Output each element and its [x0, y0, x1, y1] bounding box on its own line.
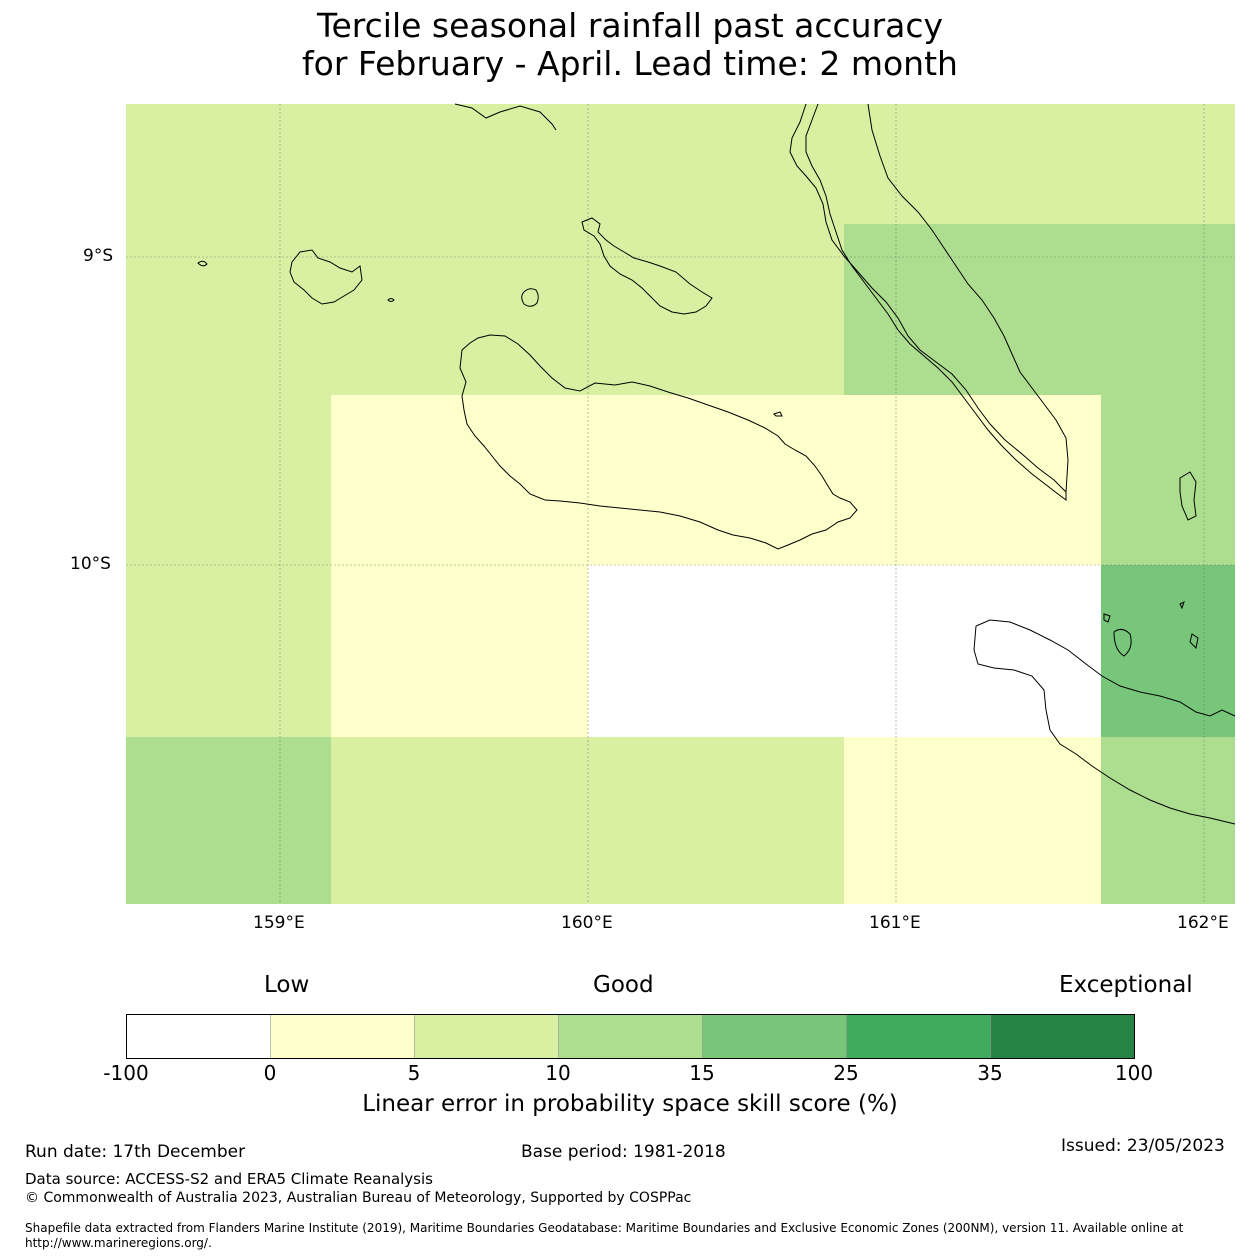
colorbar-tick: 100 [1114, 1061, 1154, 1085]
small-island-coastline [773, 411, 783, 417]
colorbar-swatch [414, 1014, 559, 1059]
lat-label-10s: 10°S [70, 554, 111, 574]
grid-cell [1101, 737, 1235, 904]
colorbar-tick: 25 [833, 1061, 859, 1085]
colorbar-tick: -100 [103, 1061, 149, 1085]
colorbar-swatch [126, 1014, 271, 1059]
map-title-line1: Tercile seasonal rainfall past accuracy [316, 6, 944, 45]
map-title-line2: for February - April. Lead time: 2 month [302, 44, 958, 83]
new-georgia-coastline [454, 103, 557, 131]
copyright: © Commonwealth of Australia 2023, Austra… [25, 1190, 692, 1206]
florida-islands-coastline [289, 249, 363, 305]
run-date: Run date: 17th December [25, 1142, 246, 1162]
ulawa-island-coastline [1179, 471, 1197, 521]
lat-label-9s: 9°S [83, 246, 114, 266]
base-period: Base period: 1981-2018 [521, 1142, 726, 1162]
lon-label-161e: 161°E [869, 913, 921, 933]
small-island-coastline [1113, 628, 1132, 657]
colorbar-tick: 0 [263, 1061, 277, 1085]
colorbar-category-good: Good [593, 972, 654, 998]
colorbar [126, 1014, 1135, 1059]
colorbar-category-exceptional: Exceptional [1059, 972, 1193, 998]
colorbar-swatch [990, 1014, 1135, 1059]
grid-cell [126, 224, 845, 396]
grid-cell [126, 104, 1235, 225]
colorbar-tick: 5 [407, 1061, 421, 1085]
colorbar-swatch [270, 1014, 415, 1059]
colorbar-label: Linear error in probability space skill … [362, 1091, 898, 1117]
colorbar-tick: 10 [545, 1061, 571, 1085]
skill-grid [126, 104, 1235, 904]
grid-cell [331, 565, 589, 738]
grid-cell [126, 737, 332, 904]
grid-cell [126, 395, 332, 738]
colorbar-tick: 35 [977, 1061, 1003, 1085]
small-island-coastline [1189, 633, 1199, 650]
lon-label-160e: 160°E [561, 913, 613, 933]
lon-label-162e: 162°E [1177, 913, 1229, 933]
small-island-coastline [1179, 601, 1185, 610]
small-island-coastline [1103, 613, 1111, 623]
colorbar-swatch [558, 1014, 703, 1059]
lon-label-159e: 159°E [253, 913, 305, 933]
makira-coastline [973, 619, 1236, 825]
data-source: Data source: ACCESS-S2 and ERA5 Climate … [25, 1170, 433, 1188]
rainfall-accuracy-map [126, 103, 1236, 904]
colorbar-swatch [846, 1014, 991, 1059]
small-island-coastline [197, 260, 208, 267]
malaita-north-coastline [867, 103, 1069, 493]
colorbar-swatch [702, 1014, 847, 1059]
grid-cell [331, 395, 1102, 566]
colorbar-tick: 15 [689, 1061, 715, 1085]
colorbar-frame [126, 1014, 1135, 1059]
grid-cell [844, 737, 1102, 904]
grid-cell [588, 565, 1102, 738]
shapefile-credit-line1: Shapefile data extracted from Flanders M… [25, 1221, 1184, 1235]
colorbar-category-low: Low [264, 972, 310, 998]
issued-date: Issued: 23/05/2023 [1061, 1136, 1225, 1156]
grid-cell [1101, 565, 1235, 738]
shapefile-credit-line2: http://www.marineregions.org/. [25, 1236, 212, 1250]
grid-cell [1101, 395, 1235, 566]
coastlines [197, 103, 1236, 825]
small-island-coastline [387, 298, 395, 302]
savo-island-coastline [521, 288, 539, 307]
guadalcanal-coastline [459, 334, 858, 550]
malaita-coastline [789, 103, 1067, 501]
russell-islands-coastline [581, 217, 713, 315]
grid-cell [844, 224, 1235, 396]
